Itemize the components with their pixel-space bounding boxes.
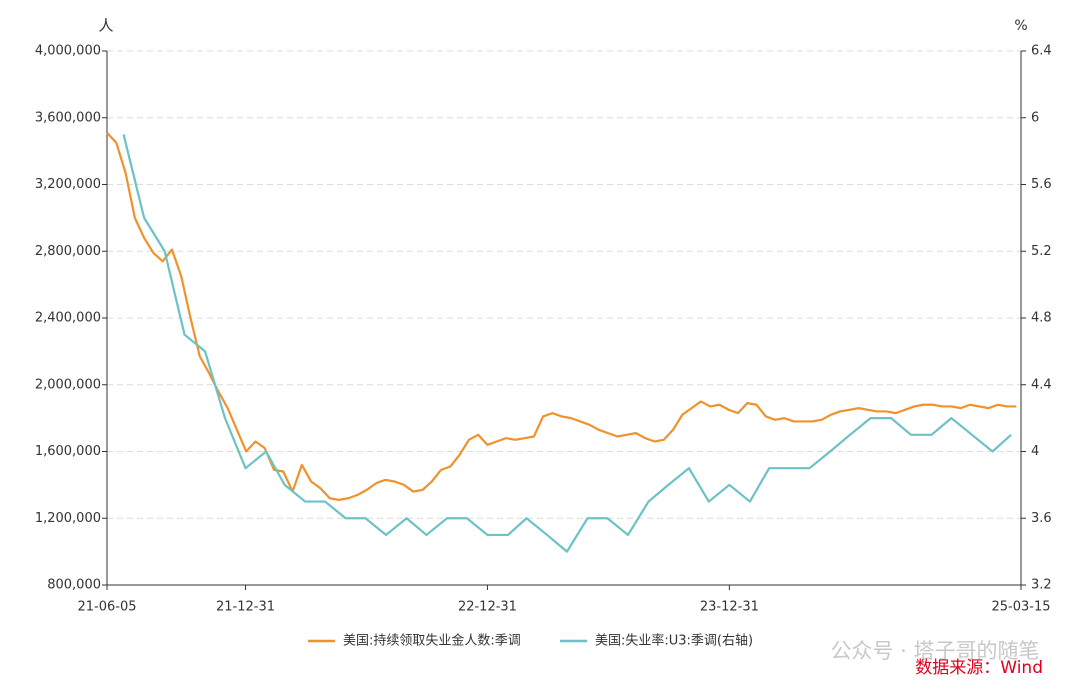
y-tick-label: 800,000 xyxy=(47,578,101,593)
y2-axis-unit: % xyxy=(1014,18,1027,34)
y2-tick-label: 6.4 xyxy=(1031,44,1052,59)
x-tick-label: 22-12-31 xyxy=(458,600,517,615)
y-tick-label: 3,200,000 xyxy=(35,177,101,192)
y2-tick-label: 4.4 xyxy=(1031,377,1052,392)
y2-tick-label: 3.6 xyxy=(1031,511,1052,526)
y2-tick-label: 6 xyxy=(1031,110,1039,125)
data-line xyxy=(106,132,1017,501)
y-tick-label: 3,600,000 xyxy=(35,110,101,125)
x-tick-label: 21-06-05 xyxy=(77,600,136,615)
y-tick-label: 2,000,000 xyxy=(35,377,101,392)
legend-label: 美国:失业率:U3:季调(右轴) xyxy=(595,633,753,649)
y2-tick-label: 4 xyxy=(1031,444,1039,459)
x-tick-label: 25-03-15 xyxy=(991,600,1050,615)
y2-tick-label: 4.8 xyxy=(1031,311,1052,326)
x-tick-label: 23-12-31 xyxy=(700,600,759,615)
data-line xyxy=(122,134,1012,553)
source-note: 数据来源：Wind xyxy=(915,658,1043,678)
watermark: 公众号 · 塔子哥的随笔 xyxy=(830,639,1039,663)
y-tick-label: 1,200,000 xyxy=(35,511,101,526)
y2-tick-label: 5.6 xyxy=(1031,177,1052,192)
y2-tick-label: 5.2 xyxy=(1031,244,1052,259)
legend-label: 美国:持续领取失业金人数:季调 xyxy=(343,633,521,649)
y2-tick-label: 3.2 xyxy=(1031,578,1052,593)
y-axis-unit: 人 xyxy=(98,17,113,35)
y-tick-label: 4,000,000 xyxy=(35,44,101,59)
y-tick-label: 1,600,000 xyxy=(35,444,101,459)
y-tick-label: 2,400,000 xyxy=(35,311,101,326)
y-tick-label: 2,800,000 xyxy=(35,244,101,259)
x-tick-label: 21-12-31 xyxy=(216,600,275,615)
